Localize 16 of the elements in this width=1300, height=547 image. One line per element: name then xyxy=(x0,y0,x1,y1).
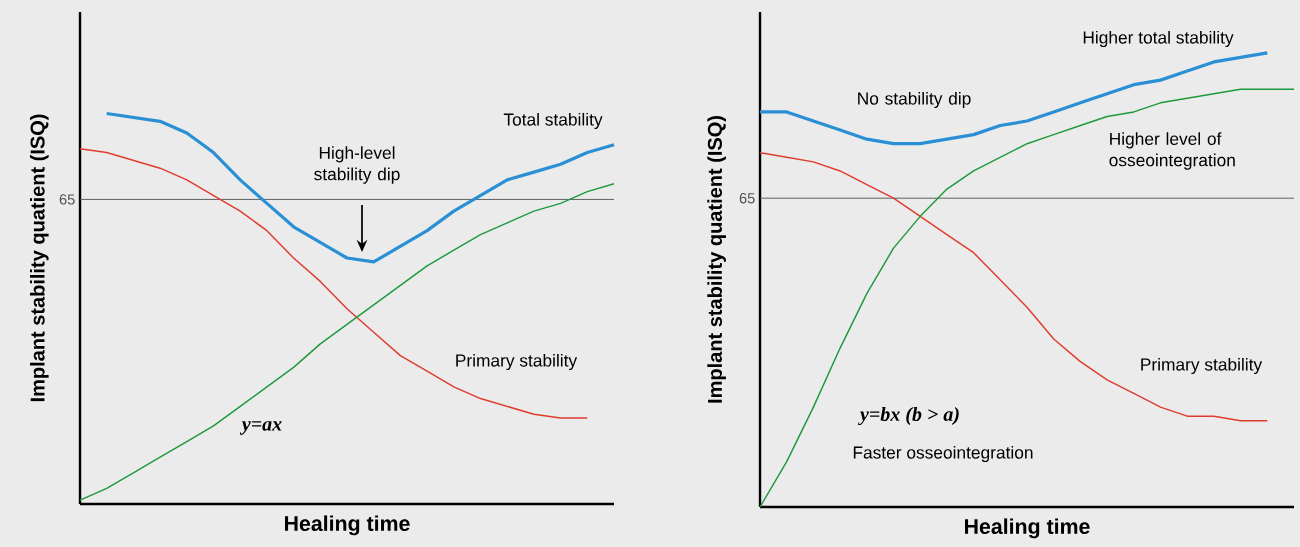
x-axis-title: Healing time xyxy=(965,518,1090,539)
annotation: High-level stability dip xyxy=(314,146,400,184)
series-label: Higher total stability xyxy=(1083,30,1234,48)
x-axis-title: Healing time xyxy=(285,515,410,536)
series-label: Primary stability xyxy=(456,353,578,371)
annotation: Faster osseointegration xyxy=(853,445,1033,463)
y-axis-title: Implant stability quatient (ISQ) xyxy=(29,114,49,402)
series-label: Primary stability xyxy=(1141,357,1263,375)
series-label: Higher level of osseointegration xyxy=(1109,132,1235,170)
annotation: No stability dip xyxy=(858,91,971,109)
y-axis-title: Implant stability quatient (ISQ) xyxy=(707,116,726,403)
series-label: y=ax xyxy=(239,421,282,435)
series-label: Total stability xyxy=(503,112,603,130)
text: 65 xyxy=(59,194,75,205)
text: 65 xyxy=(739,193,755,204)
annotation: y=bx (b > a) xyxy=(858,406,959,426)
